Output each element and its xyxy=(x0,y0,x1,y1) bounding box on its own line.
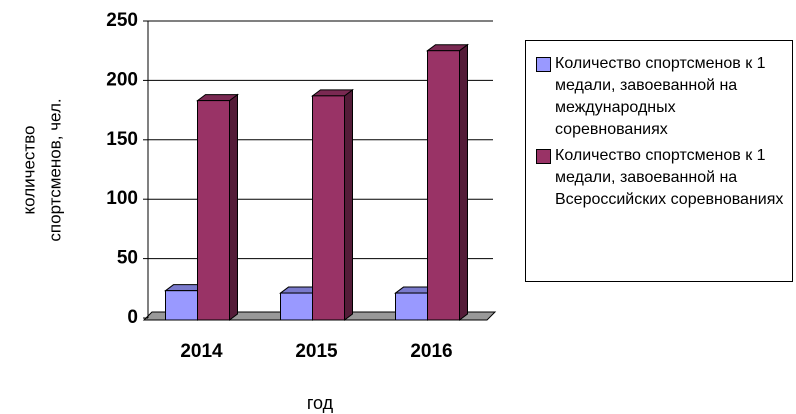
legend-label: Количество спортсменов к 1 медали, завое… xyxy=(555,147,784,208)
bar-top xyxy=(196,94,239,102)
x-axis-label: год xyxy=(307,393,334,413)
y-tick-label: 200 xyxy=(106,69,138,90)
y-tick-label: 150 xyxy=(106,129,138,150)
legend-swatch xyxy=(536,149,551,164)
x-tick-label: 2014 xyxy=(180,341,223,362)
bar-side xyxy=(344,88,353,321)
bar xyxy=(312,95,345,321)
bar xyxy=(165,290,198,321)
y-axis-label: спортсменов, чел. xyxy=(45,98,64,241)
y-tick-label: 0 xyxy=(127,307,138,328)
x-tick-label: 2016 xyxy=(410,341,452,362)
bar xyxy=(395,292,428,321)
y-tick-label: 250 xyxy=(106,10,138,31)
y-axis-label: количество xyxy=(19,125,38,214)
y-tick-label: 50 xyxy=(117,248,138,269)
legend-label: Количество спортсменов к 1 медали, завое… xyxy=(555,55,766,138)
bar-side xyxy=(229,93,238,321)
bar xyxy=(280,292,313,321)
legend-item: Количество спортсменов к 1 медали, завое… xyxy=(536,53,788,141)
legend-item: Количество спортсменов к 1 медали, завое… xyxy=(536,145,788,211)
bar-top xyxy=(426,44,469,52)
bar xyxy=(197,100,230,321)
bar-top xyxy=(311,89,354,97)
legend-swatch xyxy=(536,57,551,72)
bar-side xyxy=(459,43,468,321)
y-tick-label: 100 xyxy=(106,188,138,209)
x-tick-label: 2015 xyxy=(295,341,338,362)
bar xyxy=(427,50,460,321)
legend: Количество спортсменов к 1 медали, завое… xyxy=(525,40,793,282)
